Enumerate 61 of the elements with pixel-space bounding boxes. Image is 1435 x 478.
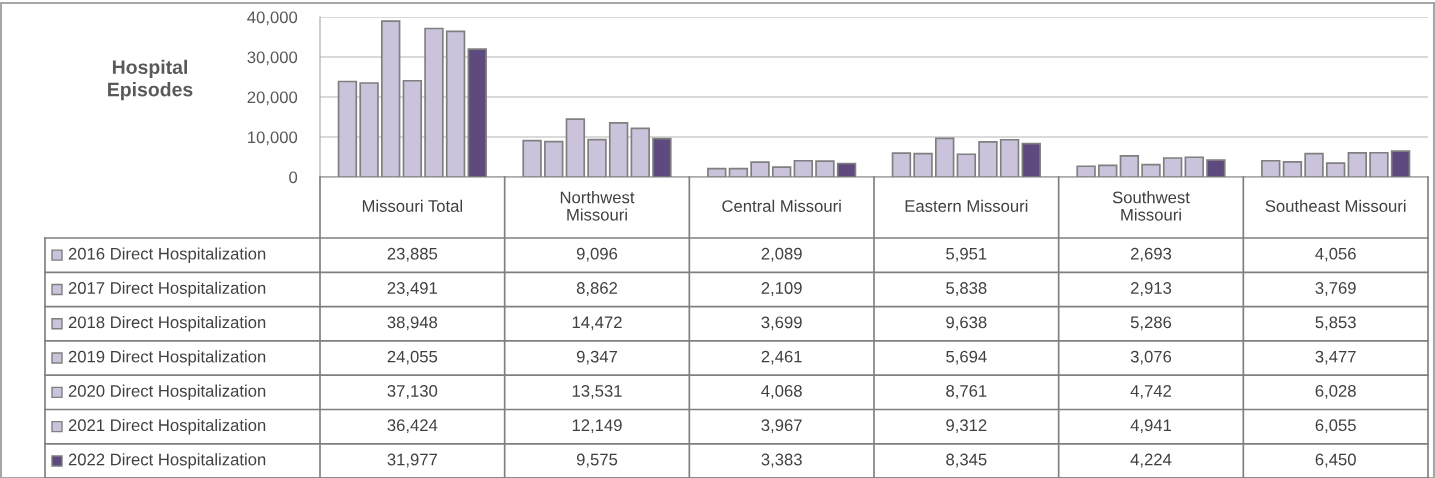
data-label: 31,977 <box>387 453 437 468</box>
data-label: 2,693 <box>1130 247 1172 262</box>
data-label: 4,224 <box>1130 453 1172 468</box>
data-label: 3,477 <box>1315 350 1356 365</box>
data-label: 3,699 <box>761 316 802 331</box>
data-label: 12,149 <box>572 419 622 434</box>
data-label: 23,491 <box>387 282 438 296</box>
y-tick-label: 30,000 <box>247 51 298 66</box>
data-label: 5,951 <box>946 247 987 262</box>
data-label: 9,096 <box>576 247 618 262</box>
legend-label: 2022 Direct Hospitalization <box>68 453 266 469</box>
data-label: 38,948 <box>387 316 438 331</box>
data-label: 8,862 <box>576 282 618 296</box>
data-label: 5,694 <box>946 350 987 365</box>
data-label: 3,967 <box>761 419 802 434</box>
data-label: 3,383 <box>761 453 802 468</box>
x-tick-label: Northwest Missouri <box>560 191 635 221</box>
data-label: 13,531 <box>572 385 622 399</box>
data-label: 2,109 <box>761 282 802 296</box>
data-label: 23,885 <box>387 247 438 262</box>
x-tick-label: Southeast Missouri <box>1265 199 1406 212</box>
data-label: 24,055 <box>387 350 438 365</box>
data-label: 3,076 <box>1130 350 1172 365</box>
data-label: 9,638 <box>946 316 987 331</box>
data-label: 4,068 <box>761 385 802 399</box>
data-label: 8,761 <box>946 385 987 399</box>
data-label: 6,450 <box>1315 453 1356 468</box>
data-label: 8,345 <box>946 453 987 468</box>
data-label: 9,312 <box>946 419 987 434</box>
x-tick-label: Eastern Missouri <box>905 199 1028 212</box>
data-label: 5,853 <box>1315 316 1356 331</box>
data-label: 3,769 <box>1315 282 1356 296</box>
data-label: 6,055 <box>1315 419 1356 434</box>
x-tick-label: Missouri Total <box>362 199 463 212</box>
data-label: 9,347 <box>576 350 618 365</box>
legend-label: 2020 Direct Hospitalization <box>68 384 266 401</box>
y-axis-title: Hospital Episodes <box>108 59 193 101</box>
data-label: 4,742 <box>1130 385 1172 399</box>
legend-label: 2016 Direct Hospitalization <box>68 247 266 263</box>
data-label: 36,424 <box>387 419 438 434</box>
data-label: 6,028 <box>1315 385 1356 399</box>
x-tick-label: Central Missouri <box>722 199 841 212</box>
x-tick-label: Southwest Missouri <box>1112 191 1190 221</box>
data-label: 5,286 <box>1130 316 1172 331</box>
y-tick-label: 20,000 <box>247 91 298 106</box>
data-label: 4,941 <box>1130 419 1172 434</box>
data-label: 4,056 <box>1315 247 1356 262</box>
data-label: 2,089 <box>761 247 802 262</box>
legend-label: 2021 Direct Hospitalization <box>68 418 266 435</box>
data-label: 37,130 <box>387 385 438 399</box>
legend-label: 2017 Direct Hospitalization <box>68 281 266 298</box>
legend-label: 2018 Direct Hospitalization <box>68 315 266 332</box>
data-label: 5,838 <box>946 282 987 296</box>
data-label: 2,461 <box>761 350 802 365</box>
data-label: 14,472 <box>572 316 622 331</box>
legend-label: 2019 Direct Hospitalization <box>68 350 266 366</box>
y-tick-label: 0 <box>289 171 298 184</box>
y-tick-label: 10,000 <box>248 131 298 146</box>
data-label: 2,913 <box>1130 282 1172 296</box>
y-tick-label: 40,000 <box>247 11 298 26</box>
data-label: 9,575 <box>576 453 618 468</box>
